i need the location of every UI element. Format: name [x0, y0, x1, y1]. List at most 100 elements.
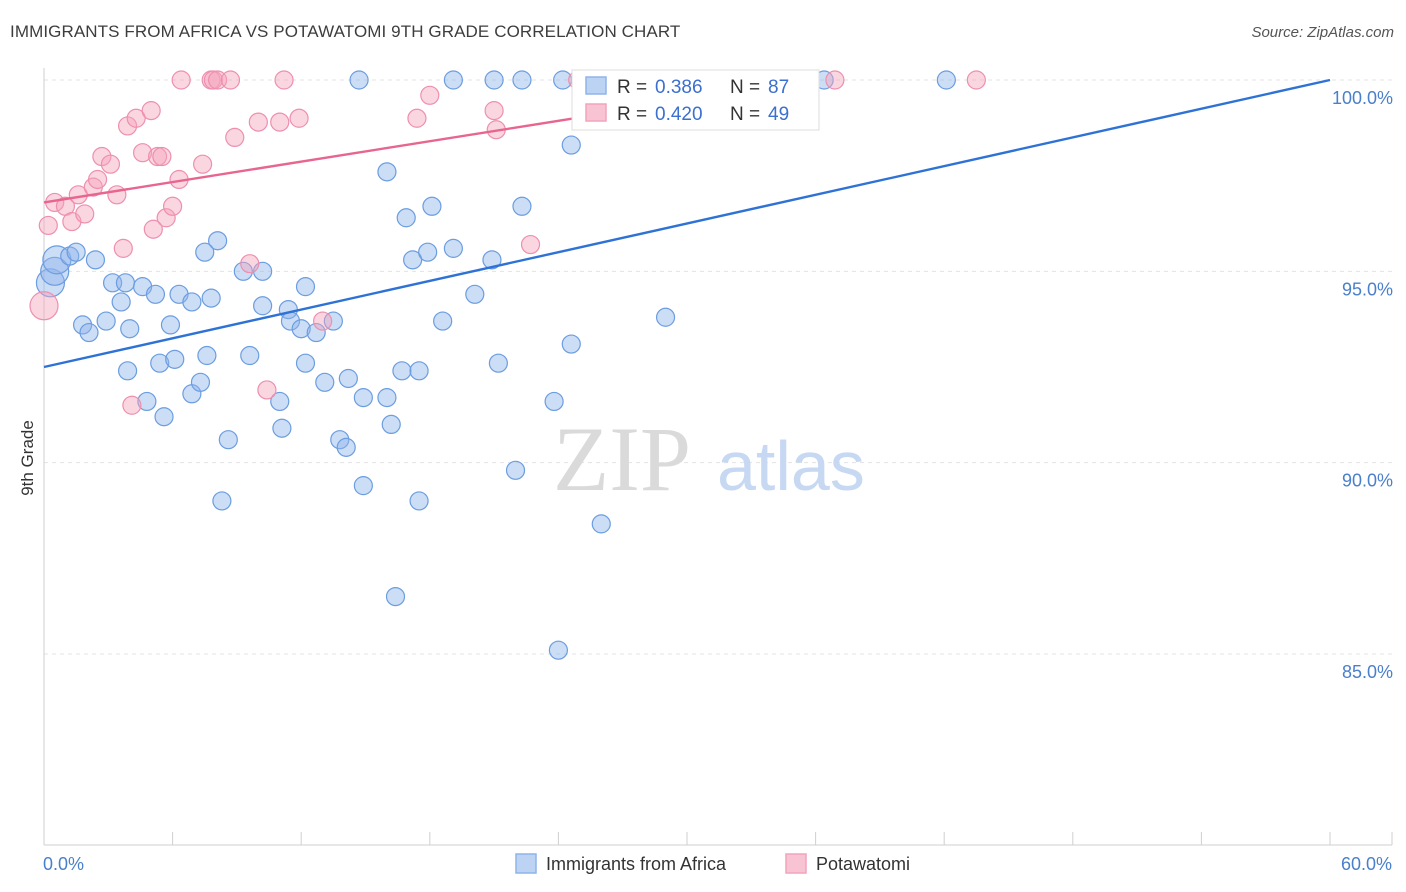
potawatomi-point — [240, 254, 260, 274]
africa-point — [422, 196, 442, 216]
potawatomi-point — [520, 234, 541, 255]
africa-point — [272, 418, 292, 438]
potawatomi-point — [156, 208, 176, 228]
africa-point — [150, 353, 170, 373]
legend-n-africa: 87 — [768, 77, 789, 98]
potawatomi-point — [257, 380, 277, 400]
potawatomi-point — [289, 108, 309, 128]
potawatomi-point — [75, 204, 95, 224]
y-tick-labels: 85.0% 90.0% 95.0% 100.0% — [1332, 88, 1393, 682]
africa-point — [115, 273, 136, 293]
africa-point — [488, 353, 508, 373]
africa-point — [591, 514, 611, 534]
potawatomi-point — [248, 112, 268, 132]
x-tick-label-min: 0.0% — [43, 854, 84, 874]
africa-point — [484, 70, 504, 90]
africa-point — [253, 296, 273, 316]
africa-point — [443, 238, 463, 258]
africa-point — [396, 208, 416, 228]
potawatomi-point — [171, 70, 191, 90]
africa-point — [111, 292, 131, 312]
africa-point — [433, 311, 453, 331]
africa-point — [197, 345, 217, 366]
legend-n-label: N = — [730, 77, 760, 98]
africa-point — [353, 476, 373, 496]
africa-point — [465, 284, 485, 304]
potawatomi-point — [420, 85, 440, 105]
africa-point — [295, 353, 316, 373]
africa-point — [295, 277, 316, 297]
legend-r-africa: 0.386 — [655, 77, 703, 98]
africa-point — [154, 407, 174, 427]
x-tick-label-max: 60.0% — [1341, 854, 1392, 874]
africa-point — [349, 70, 369, 90]
africa-point — [182, 292, 202, 312]
potawatomi-point — [143, 219, 163, 239]
x-ticks — [43, 832, 1393, 845]
bottom-legend-africa: Immigrants from Africa — [546, 854, 727, 874]
bottom-legend-swatch-potawatomi — [785, 853, 807, 874]
africa-point — [936, 70, 956, 90]
potawatomi-point — [484, 101, 504, 121]
africa-point — [392, 361, 412, 381]
africa-point — [377, 388, 397, 408]
potawatomi-point — [152, 146, 172, 167]
y-axis-title: 9th Grade — [18, 420, 37, 496]
africa-point — [548, 640, 569, 660]
africa-point — [443, 70, 463, 90]
africa-point — [381, 414, 401, 434]
africa-point — [72, 315, 93, 335]
africa-point — [137, 391, 157, 412]
potawatomi-point — [203, 70, 223, 90]
africa-point — [315, 372, 335, 392]
africa-point — [512, 70, 532, 90]
potawatomi-point — [126, 108, 146, 128]
africa-point — [544, 391, 564, 412]
potawatomi-point — [825, 70, 845, 90]
africa-point — [120, 319, 140, 339]
africa-point — [561, 334, 581, 354]
africa-point — [353, 388, 373, 408]
potawatomi-point — [270, 112, 290, 132]
africa-point — [233, 261, 253, 281]
watermark-atlas: atlas — [717, 427, 865, 505]
potawatomi-point — [132, 143, 153, 163]
y-tick-label-85: 85.0% — [1342, 662, 1393, 682]
potawatomi-point — [87, 169, 108, 190]
africa-point — [85, 250, 106, 270]
legend-swatch-potawatomi — [585, 103, 607, 122]
potawatomi-point — [113, 238, 133, 258]
potawatomi-point — [147, 146, 168, 167]
y-tick-label-90: 90.0% — [1342, 471, 1393, 491]
legend-r-label: R = — [617, 77, 647, 98]
legend-box: R = 0.386 N = 87 R = 0.420 N = 49 — [571, 69, 820, 131]
potawatomi-point — [407, 108, 427, 128]
potawatomi-point — [193, 154, 213, 174]
legend-r-potawatomi: 0.420 — [655, 104, 703, 125]
africa-point — [291, 319, 311, 339]
africa-point — [195, 242, 215, 262]
africa-point — [482, 250, 502, 270]
series-immigrants-from-africa — [35, 70, 956, 660]
africa-point — [79, 322, 99, 343]
africa-point — [306, 322, 326, 343]
trend-line-africa — [43, 78, 1331, 369]
potawatomi-point — [220, 70, 241, 90]
y-tick-label-100: 100.0% — [1332, 88, 1393, 108]
bottom-legend-potawatomi: Potawatomi — [816, 854, 910, 874]
africa-point — [505, 460, 526, 480]
africa-point — [655, 307, 676, 327]
potawatomi-point — [141, 101, 161, 121]
potawatomi-point — [274, 70, 294, 90]
legend-n-potawatomi: 49 — [768, 104, 789, 125]
africa-point — [409, 361, 429, 381]
africa-point — [66, 242, 86, 262]
potawatomi-point — [966, 70, 986, 90]
legend-r-label-2: R = — [617, 104, 647, 125]
africa-point — [40, 256, 70, 286]
africa-point — [212, 491, 232, 511]
bottom-legend-swatch-africa — [515, 853, 537, 874]
africa-point — [418, 242, 438, 262]
africa-point — [330, 430, 350, 450]
